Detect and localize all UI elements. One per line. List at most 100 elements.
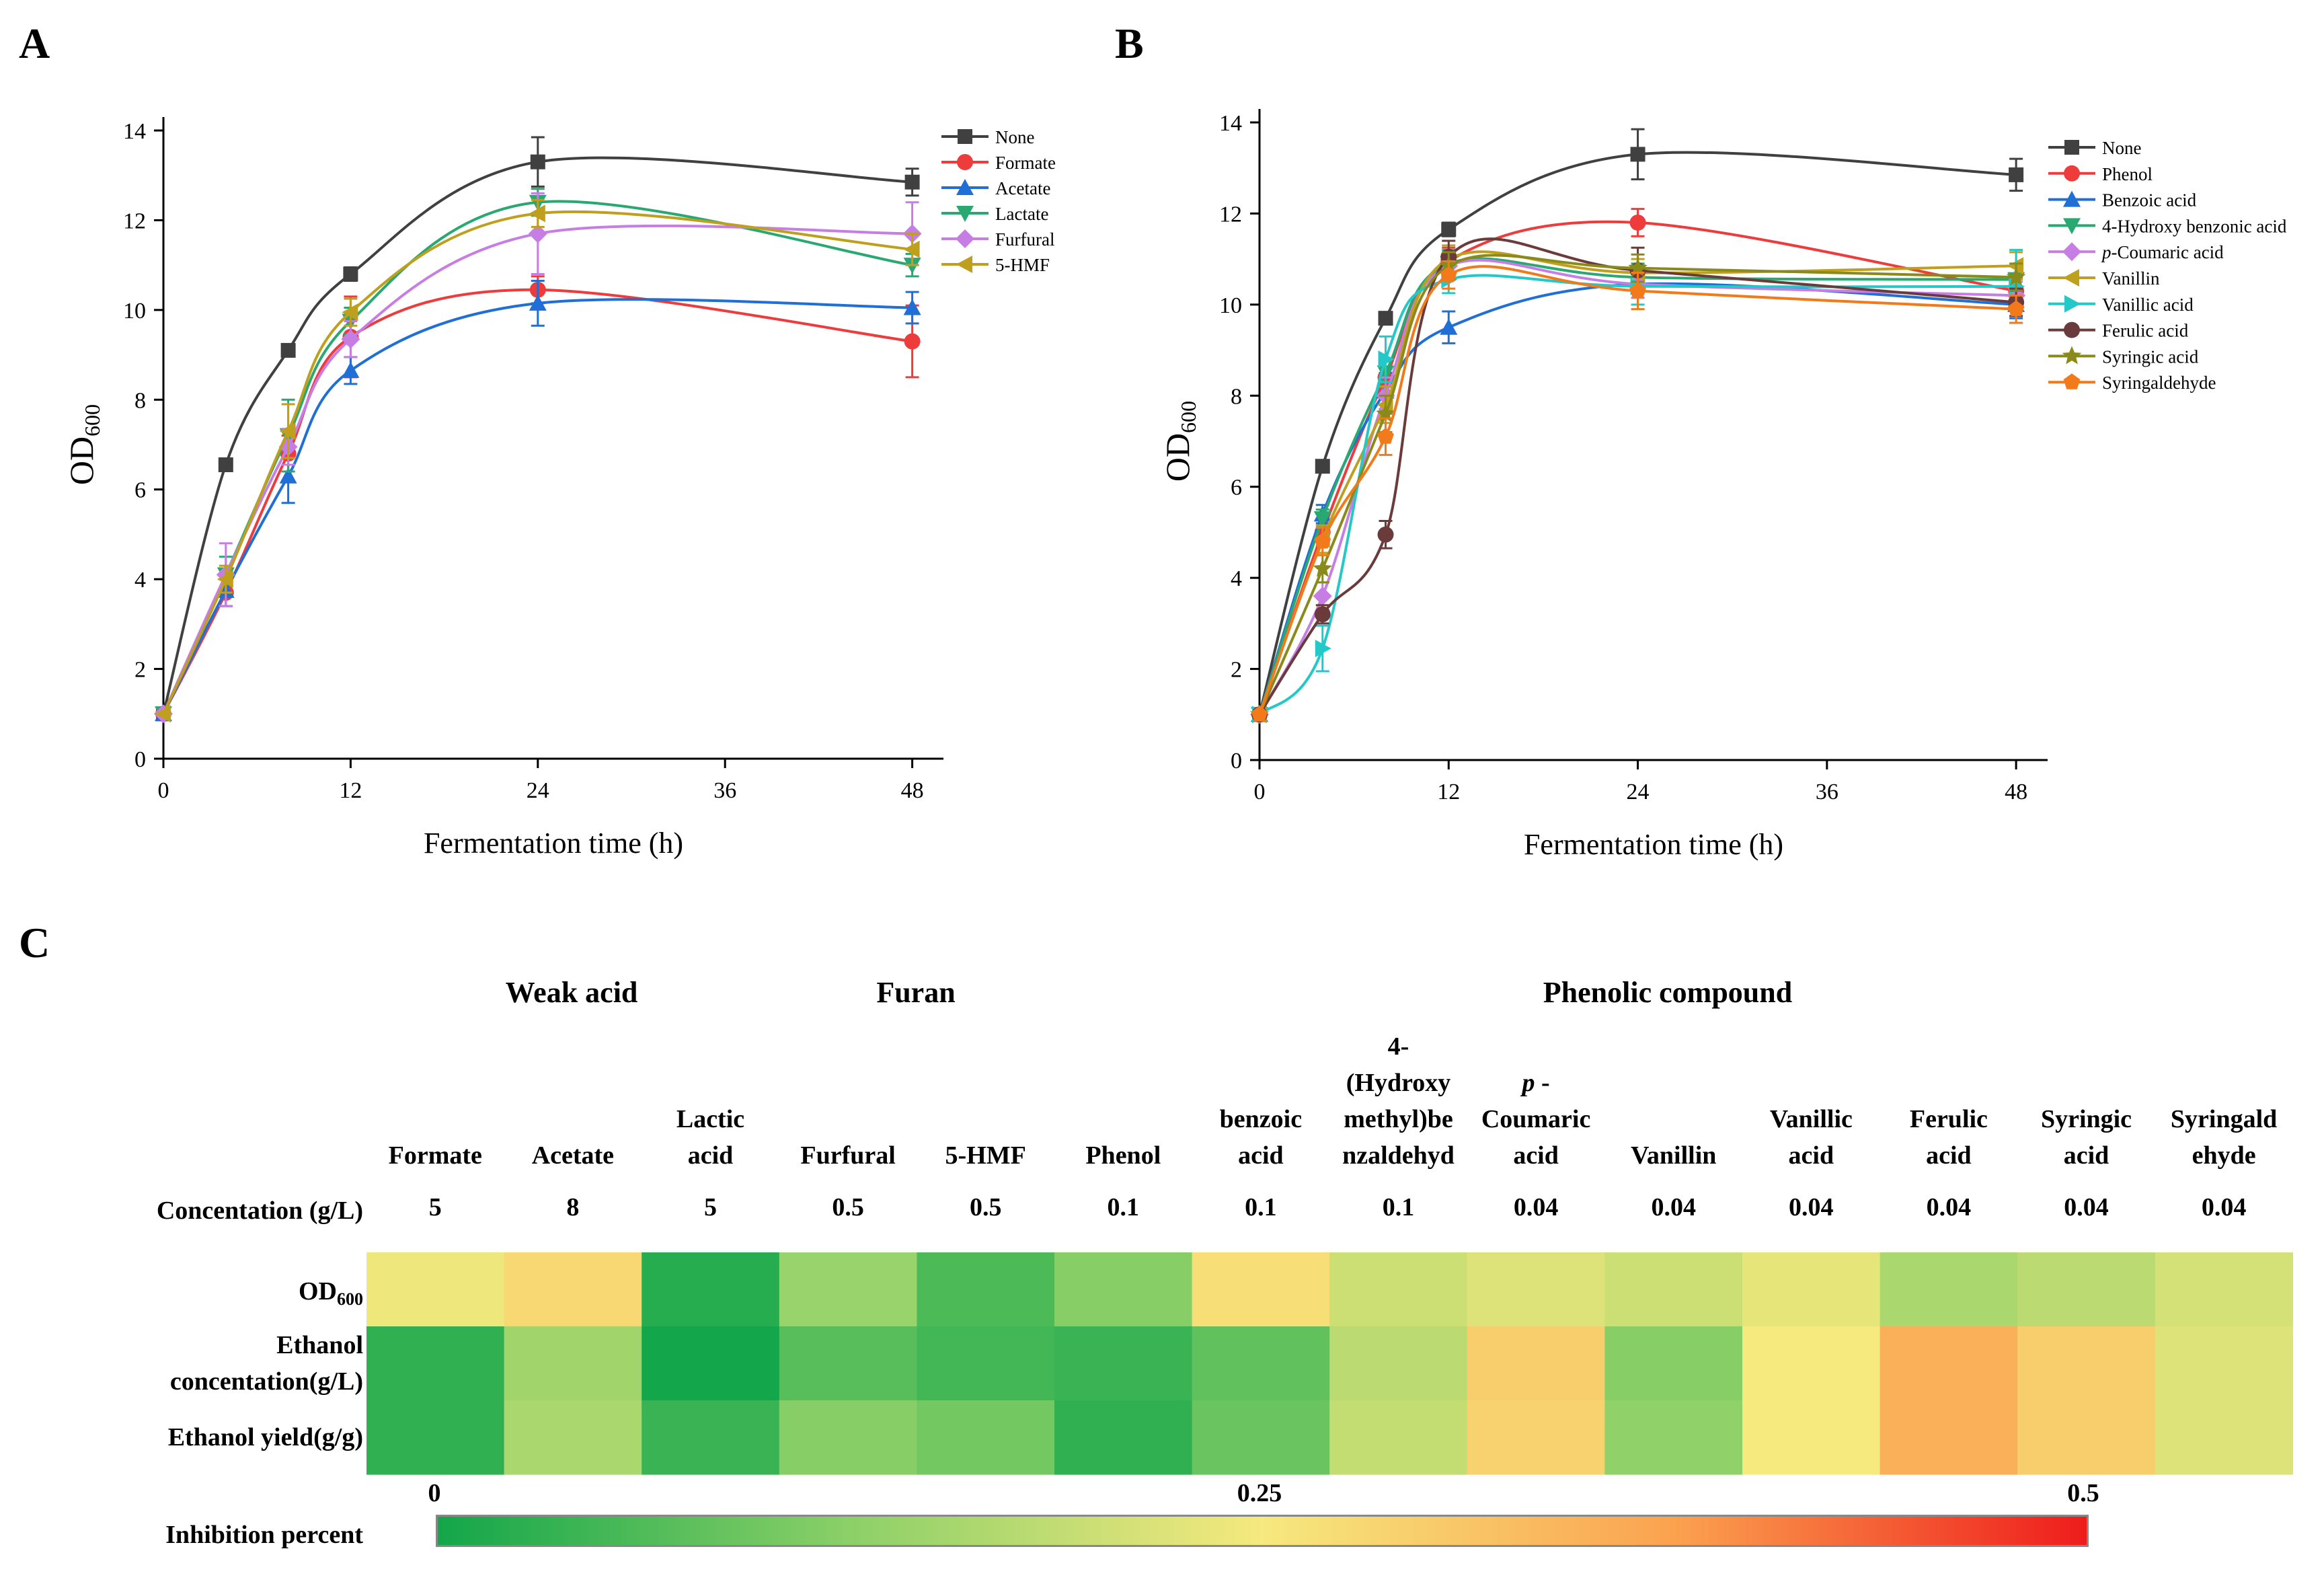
chart-b-legend-marker (2062, 242, 2081, 262)
chart-b-point-syringaldehyde (2007, 300, 2025, 317)
column-header-5-hmf: 5-HMF (922, 1137, 1050, 1174)
conc-value-vanillicacid: 0.04 (1789, 1193, 1834, 1221)
heat-cell-od-lacticacid (642, 1252, 780, 1327)
chart-b-point-p-coumaric-acid (1313, 587, 1332, 606)
chart-b-y-axis-label: OD600 (1159, 401, 1200, 482)
column-header-vanillin: Vanillin (1610, 1137, 1738, 1174)
conc-value-phenol: 0.1 (1107, 1193, 1140, 1221)
row-label-od600-sub: 600 (337, 1289, 363, 1309)
heat-cell-ethanol-yield-g-g-phenol (1054, 1400, 1193, 1475)
chart-a-point-furfural (528, 224, 547, 243)
colorbar-tick-0: 0 (428, 1479, 441, 1507)
chart-b-ytick-label: 6 (1231, 476, 1242, 500)
heat-cell-od-4-hydroxymethyl-benzaldehyd (1329, 1252, 1468, 1327)
conc-value-formate: 5 (428, 1193, 442, 1221)
chart-a-legend-label: Lactate (995, 204, 1048, 224)
column-header-lacticacid: Lactic acid (647, 1101, 775, 1174)
heat-cell-ethanol-concentation-g-l-phenol (1054, 1326, 1193, 1401)
chart-a-point-5-hmf (342, 303, 358, 322)
chart-b-legend-marker (2064, 295, 2081, 313)
heat-cell-od-syringaldehyde (2155, 1252, 2293, 1327)
chart-b-ytick-label: 4 (1231, 566, 1242, 591)
column-header-line: benzoic (1219, 1105, 1303, 1133)
chart-a-point-none (343, 266, 358, 282)
chart-b-ytick-label: 2 (1231, 658, 1242, 683)
heat-cell-od-ferulicacid (1880, 1252, 2018, 1327)
row-label-od600-text: OD (299, 1277, 337, 1306)
conc-value-furfural: 0.5 (832, 1193, 864, 1221)
row-label-ethanol-conc-line2: concentation(g/L) (169, 1367, 363, 1396)
chart-a-xtick-label: 12 (339, 778, 362, 803)
heat-cell-ethanol-concentation-g-l-vanillicacid (1742, 1326, 1881, 1401)
chart-b-point-4-hydroxy-benzonic-acid (1313, 511, 1331, 528)
chart-b-legend-label: Benzoic acid (2102, 190, 2197, 211)
heat-cell-ethanol-concentation-g-l-vanillin (1604, 1326, 1743, 1401)
chart-b-point-vanillic-acid (1378, 350, 1395, 369)
heat-cell-od-syringicacid (2017, 1252, 2156, 1327)
chart-b-point-ferulic-acid (1377, 526, 1394, 543)
chart-a-point-5-hmf (217, 570, 233, 589)
chart-a-point-none (218, 457, 233, 473)
column-header-line: ehyde (2192, 1141, 2256, 1170)
chart-b-point-none (1630, 147, 1645, 162)
column-header-line: acid (1788, 1141, 1834, 1170)
chart-a-legend-marker (957, 154, 973, 170)
chart-b-legend-label: 4-Hydroxy benzonic acid (2102, 216, 2287, 236)
chart-b-xtick-label: 36 (1816, 780, 1838, 804)
column-header-4-hydroxymethyl-benzaldehyd: 4- (Hydroxy methyl)be nzaldehyd (1335, 1028, 1463, 1174)
chart-b-point-syringaldehyde (1440, 266, 1457, 282)
conc-value-acetate: 8 (566, 1193, 580, 1221)
column-header-line: Acetate (531, 1141, 615, 1170)
column-header-ferulicacid: Ferulic acid (1885, 1101, 2013, 1174)
conc-value-lacticacid: 5 (704, 1193, 717, 1221)
chart-b-point-vanillic-acid (1315, 640, 1331, 658)
chart-b-point-syringaldehyde (1629, 282, 1646, 299)
conc-value-ferulicacid: 0.04 (1926, 1193, 1972, 1221)
heat-cell-od-5-hmf (917, 1252, 1055, 1327)
chart-a-ytick-label: 12 (123, 209, 146, 233)
chart-a-ytick-label: 8 (134, 388, 146, 413)
chart-b-legend-marker (2064, 165, 2080, 182)
chart-b-legend-marker (2063, 373, 2081, 389)
chart-a-ytick-label: 6 (134, 478, 146, 503)
chart-a-xtick-label: 48 (901, 778, 924, 803)
column-header-line: Syringic (2040, 1105, 2132, 1133)
chart-b-point-none (1441, 222, 1457, 237)
chart-a-point-none (530, 154, 545, 169)
column-header-line: Furfural (800, 1141, 896, 1170)
chart-b-xtick-label: 24 (1627, 780, 1650, 804)
chart-a-point-5-hmf (529, 204, 545, 223)
chart-b-point-phenol (1629, 214, 1646, 231)
column-header-line: acid (2063, 1141, 2109, 1170)
heat-cell-od-vanillicacid (1742, 1252, 1881, 1327)
column-header-line: Lactic (676, 1105, 745, 1133)
chart-b-legend-marker (2064, 140, 2079, 155)
chart-a-ytick-label: 14 (123, 119, 146, 144)
group-title-furan: Furan (876, 976, 956, 1009)
chart-a-legend-label: None (995, 127, 1034, 147)
chart-b-line-syringic-acid (1258, 254, 2017, 716)
chart-b-legend-marker (2062, 346, 2082, 365)
row-label-ethanol-conc-line1: Ethanol (276, 1331, 363, 1359)
column-header-line: (Hydroxy (1346, 1069, 1451, 1097)
heat-cell-ethanol-concentation-g-l-syringicacid (2017, 1326, 2156, 1401)
colorbar-tick-025: 0.25 (1237, 1479, 1282, 1507)
column-header-line: Syringald (2170, 1105, 2278, 1133)
chart-b-legend-label: p-Coumaric acid (2101, 242, 2224, 262)
heat-cell-ethanol-yield-g-g-vanillin (1604, 1400, 1743, 1475)
panel-letter-c: C (19, 919, 50, 967)
chart-a-point-acetate (903, 299, 921, 315)
heat-cell-ethanol-yield-g-g-benzoicacid (1192, 1400, 1330, 1475)
column-header-line: nzaldehyd (1342, 1141, 1455, 1170)
heat-cell-ethanol-yield-g-g-formate (366, 1400, 505, 1475)
chart-b-legend-label: Phenol (2102, 164, 2153, 184)
chart-a-point-5-hmf (903, 240, 920, 258)
column-header-p-coumaricacid: p - Coumaric acid (1472, 1065, 1600, 1174)
conc-row-label: Concentation (g/L) (156, 1197, 363, 1225)
chart-b-line-none (1258, 151, 2017, 715)
chart-a-legend-marker (956, 256, 972, 273)
heat-cell-ethanol-concentation-g-l-furfural (779, 1326, 917, 1401)
column-header-syringaldehyde: Syringald ehyde (2160, 1101, 2288, 1174)
chart-b-point-none (1378, 311, 1393, 326)
conc-value-vanillin: 0.04 (1651, 1193, 1696, 1221)
